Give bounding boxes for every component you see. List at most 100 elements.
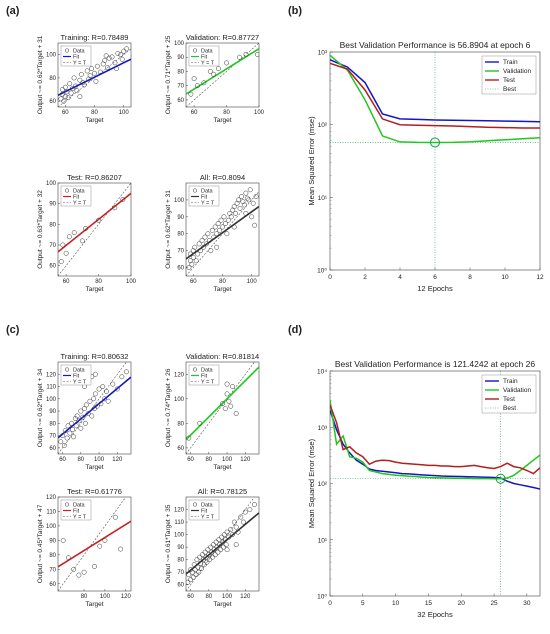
data-point <box>228 214 234 220</box>
data-point <box>103 53 109 59</box>
data-point <box>207 68 213 74</box>
plot-area <box>58 497 131 591</box>
data-point <box>236 197 242 203</box>
legend-entry: Train <box>503 378 518 385</box>
data-point <box>210 554 215 560</box>
data-point <box>94 63 100 69</box>
data-point <box>74 88 80 94</box>
y-tick-label: 60 <box>49 446 56 452</box>
x-tick-label: 80 <box>91 110 98 116</box>
legend-entry: Data <box>73 368 86 374</box>
data-point <box>112 514 118 520</box>
data-point <box>70 427 76 432</box>
data-point <box>65 555 71 561</box>
plot-title: All: R=0.78125 <box>198 487 247 496</box>
y-tick-label: 110 <box>46 509 56 515</box>
y-tick-label: 120 <box>46 495 57 501</box>
data-point <box>222 221 228 227</box>
data-point <box>213 539 219 545</box>
data-point <box>254 51 259 57</box>
y-tick-label: 10⁰ <box>317 594 327 601</box>
data-point <box>74 413 80 419</box>
y-tick-label: 90 <box>49 409 56 415</box>
data-point <box>214 231 220 237</box>
x-tick-label: 100 <box>247 279 258 285</box>
data-point <box>201 244 206 250</box>
data-point <box>186 435 192 441</box>
plot-area <box>58 46 131 107</box>
x-tick-label: 25 <box>490 600 498 607</box>
data-point <box>234 200 240 206</box>
x-tick-label: 80 <box>205 594 212 600</box>
data-point <box>78 71 84 77</box>
y-tick-label: 100 <box>46 53 57 59</box>
y-tick-label: 10² <box>318 122 328 129</box>
legend-entry: Y = T <box>73 515 87 521</box>
data-point <box>197 420 203 426</box>
data-point <box>72 415 78 421</box>
data-point <box>93 78 99 84</box>
data-point <box>233 210 239 216</box>
data-point <box>223 542 229 548</box>
plot-area <box>330 52 540 270</box>
data-point <box>91 396 97 402</box>
data-point <box>187 258 193 264</box>
legend-box <box>188 185 220 207</box>
data-point <box>220 544 226 550</box>
legend-marker <box>192 188 198 193</box>
data-point <box>190 574 196 580</box>
data-point <box>61 442 67 448</box>
data-point <box>224 381 230 387</box>
data-point <box>78 425 84 431</box>
y-tick-label: 70 <box>49 567 56 573</box>
data-point <box>197 554 203 560</box>
y-tick-label: 80 <box>177 232 184 238</box>
y-tick-label: 90 <box>177 215 184 221</box>
x-axis-label: Target <box>213 117 231 124</box>
data-point <box>220 224 225 230</box>
y-tick-label: 80 <box>177 421 184 427</box>
y-axis-label: Output ~= 0.61*Target + 35 <box>165 504 172 583</box>
x-axis-label: 12 Epochs <box>417 284 453 293</box>
y-tick-label: 70 <box>177 84 184 90</box>
data-point <box>233 542 239 548</box>
data-point <box>242 509 248 515</box>
regression-plot: Test: R=0.86207 Target Output ~= 0.63*Targ… <box>37 173 137 293</box>
legend-entry: Y = T <box>201 515 215 521</box>
data-point <box>102 396 107 402</box>
data-point <box>202 549 208 555</box>
legend-entry: Fit <box>73 374 80 380</box>
y-tick-label: 60 <box>177 98 184 104</box>
y-tick-label: 120 <box>46 372 57 378</box>
identity-line <box>186 362 255 454</box>
x-tick-label: 60 <box>62 110 69 116</box>
data-point <box>205 547 211 553</box>
legend-entry: Y = T <box>201 201 215 207</box>
regression-plot: Training: R=0.78489 Target Output ~= 0.62*… <box>37 33 132 124</box>
plot-title: Best Validation Performance is 121.4242 … <box>335 359 535 369</box>
y-tick-label: 10¹ <box>318 195 328 202</box>
data-point <box>76 418 82 424</box>
data-point <box>83 226 89 231</box>
data-point <box>251 502 257 507</box>
data-point <box>215 221 221 227</box>
legend-box <box>188 364 220 386</box>
y-tick-label: 100 <box>174 198 185 204</box>
data-point <box>196 241 202 247</box>
plot-title: All: R=0.8094 <box>200 173 245 182</box>
data-point <box>113 66 119 72</box>
data-point <box>212 224 218 230</box>
data-point <box>211 234 217 240</box>
y-tick-label: 10⁰ <box>317 268 327 275</box>
data-point <box>228 403 234 409</box>
y-tick-label: 100 <box>46 524 57 530</box>
data-point <box>73 423 79 429</box>
legend-entry: Data <box>201 49 214 55</box>
x-tick-label: 120 <box>240 594 251 600</box>
data-point <box>192 244 198 250</box>
data-point <box>98 401 104 407</box>
data-point <box>193 572 199 578</box>
x-axis-label: Target <box>85 286 103 293</box>
legend-entry: Validation <box>503 387 531 394</box>
